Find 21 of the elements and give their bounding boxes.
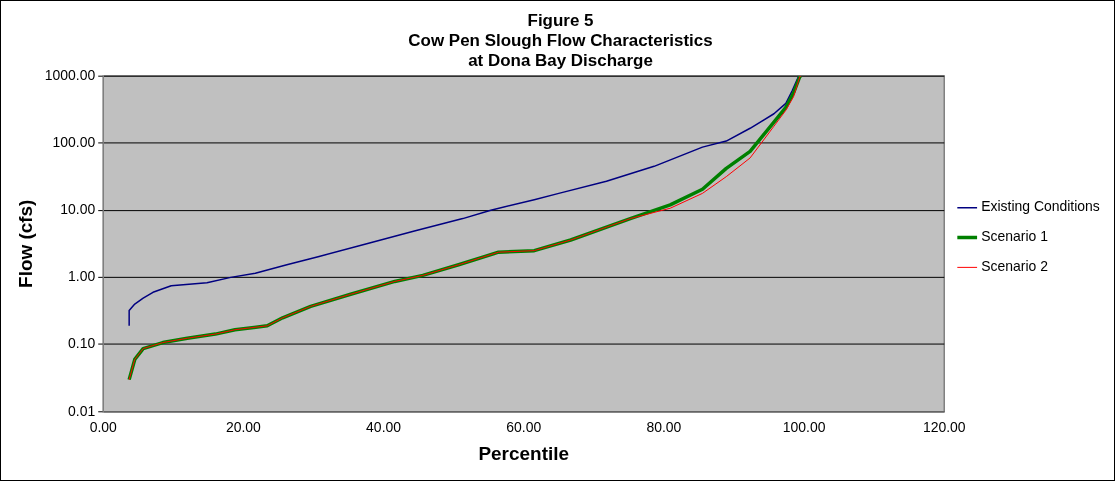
legend-label: Existing Conditions	[981, 198, 1100, 215]
text: at Dona Bay Discharge	[468, 51, 653, 71]
y-tick-label: 0.01	[68, 402, 96, 419]
legend-label: Scenario 1	[981, 228, 1049, 245]
y-tick-label: 0.10	[68, 335, 96, 352]
x-tick-label: 100.00	[782, 418, 826, 435]
text: Figure 5	[527, 10, 594, 30]
x-tick-label: 20.00	[225, 418, 262, 435]
x-axis-title: Percentile	[478, 442, 570, 464]
text: Cow Pen Slough Flow Characteristics	[408, 31, 713, 51]
y-tick-label: 1000.00	[44, 66, 96, 83]
y-tick-label: 10.00	[60, 201, 96, 218]
y-axis-title: Flow (cfs)	[14, 199, 36, 288]
x-tick-label: 80.00	[646, 418, 682, 435]
x-tick-label: 60.00	[506, 418, 542, 435]
x-tick-label: 40.00	[366, 418, 402, 435]
x-tick-label: 120.00	[922, 418, 966, 435]
y-tick-label: 1.00	[68, 268, 96, 285]
x-tick-label: 0.00	[89, 418, 118, 435]
legend-label: Scenario 2	[981, 258, 1049, 275]
y-tick-label: 100.00	[52, 133, 96, 150]
